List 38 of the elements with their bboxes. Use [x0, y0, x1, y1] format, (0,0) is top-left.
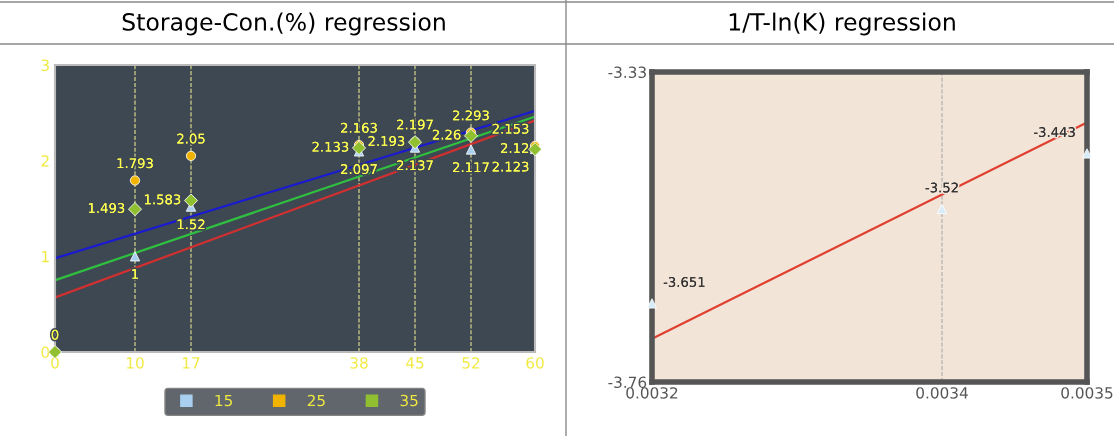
y-tick-label: 0	[41, 346, 50, 359]
data-label: 2.193	[368, 136, 405, 147]
chart-title: Storage-Con.(%) regression	[122, 12, 445, 36]
data-label: 1.493	[88, 203, 125, 213]
x-tick-label: 52	[462, 357, 480, 369]
data-label: 1.583	[144, 194, 181, 205]
y-tick-label: 3	[41, 59, 49, 72]
legend-label: 15	[215, 394, 232, 407]
data-label: -3.52	[925, 182, 958, 193]
x-tick-label: 10	[126, 357, 144, 369]
data-label: 2.26	[432, 129, 461, 140]
y-tick-label: 1	[42, 251, 49, 263]
data-label: 2.163	[341, 122, 377, 133]
data-label: 2.123	[492, 161, 529, 172]
data-label: 2.05	[177, 133, 205, 144]
data-label: 2.133	[312, 141, 349, 152]
x-tick-label: 38	[350, 357, 368, 369]
chart-title: 1/T-ln(K) regression	[729, 12, 955, 36]
data-label: -3.651	[663, 276, 705, 287]
x-tick-label: 17	[182, 357, 200, 369]
legend-label: 35	[400, 394, 418, 407]
data-label: 0	[51, 329, 59, 340]
data-label: 2.197	[397, 119, 433, 130]
data-label: 1.52	[177, 219, 205, 230]
data-label: 2.293	[453, 110, 489, 121]
data-label: 1.793	[117, 158, 153, 169]
x-tick-label: 60	[526, 357, 544, 369]
data-label: 2.12	[501, 143, 529, 153]
x-tick-label: 0.0035	[1061, 387, 1113, 399]
x-tick-label: 45	[406, 357, 424, 369]
legend-label: 25	[307, 394, 325, 407]
x-tick-label: 0.0034	[916, 387, 968, 399]
x-tick-label: 0.0032	[626, 387, 678, 399]
x-tick-label: 0	[51, 357, 59, 369]
y-tick-label: 2	[41, 155, 49, 167]
y-tick-label: -3.33	[608, 66, 646, 79]
data-label: 2.117	[453, 162, 489, 172]
data-label: 1	[132, 269, 138, 279]
